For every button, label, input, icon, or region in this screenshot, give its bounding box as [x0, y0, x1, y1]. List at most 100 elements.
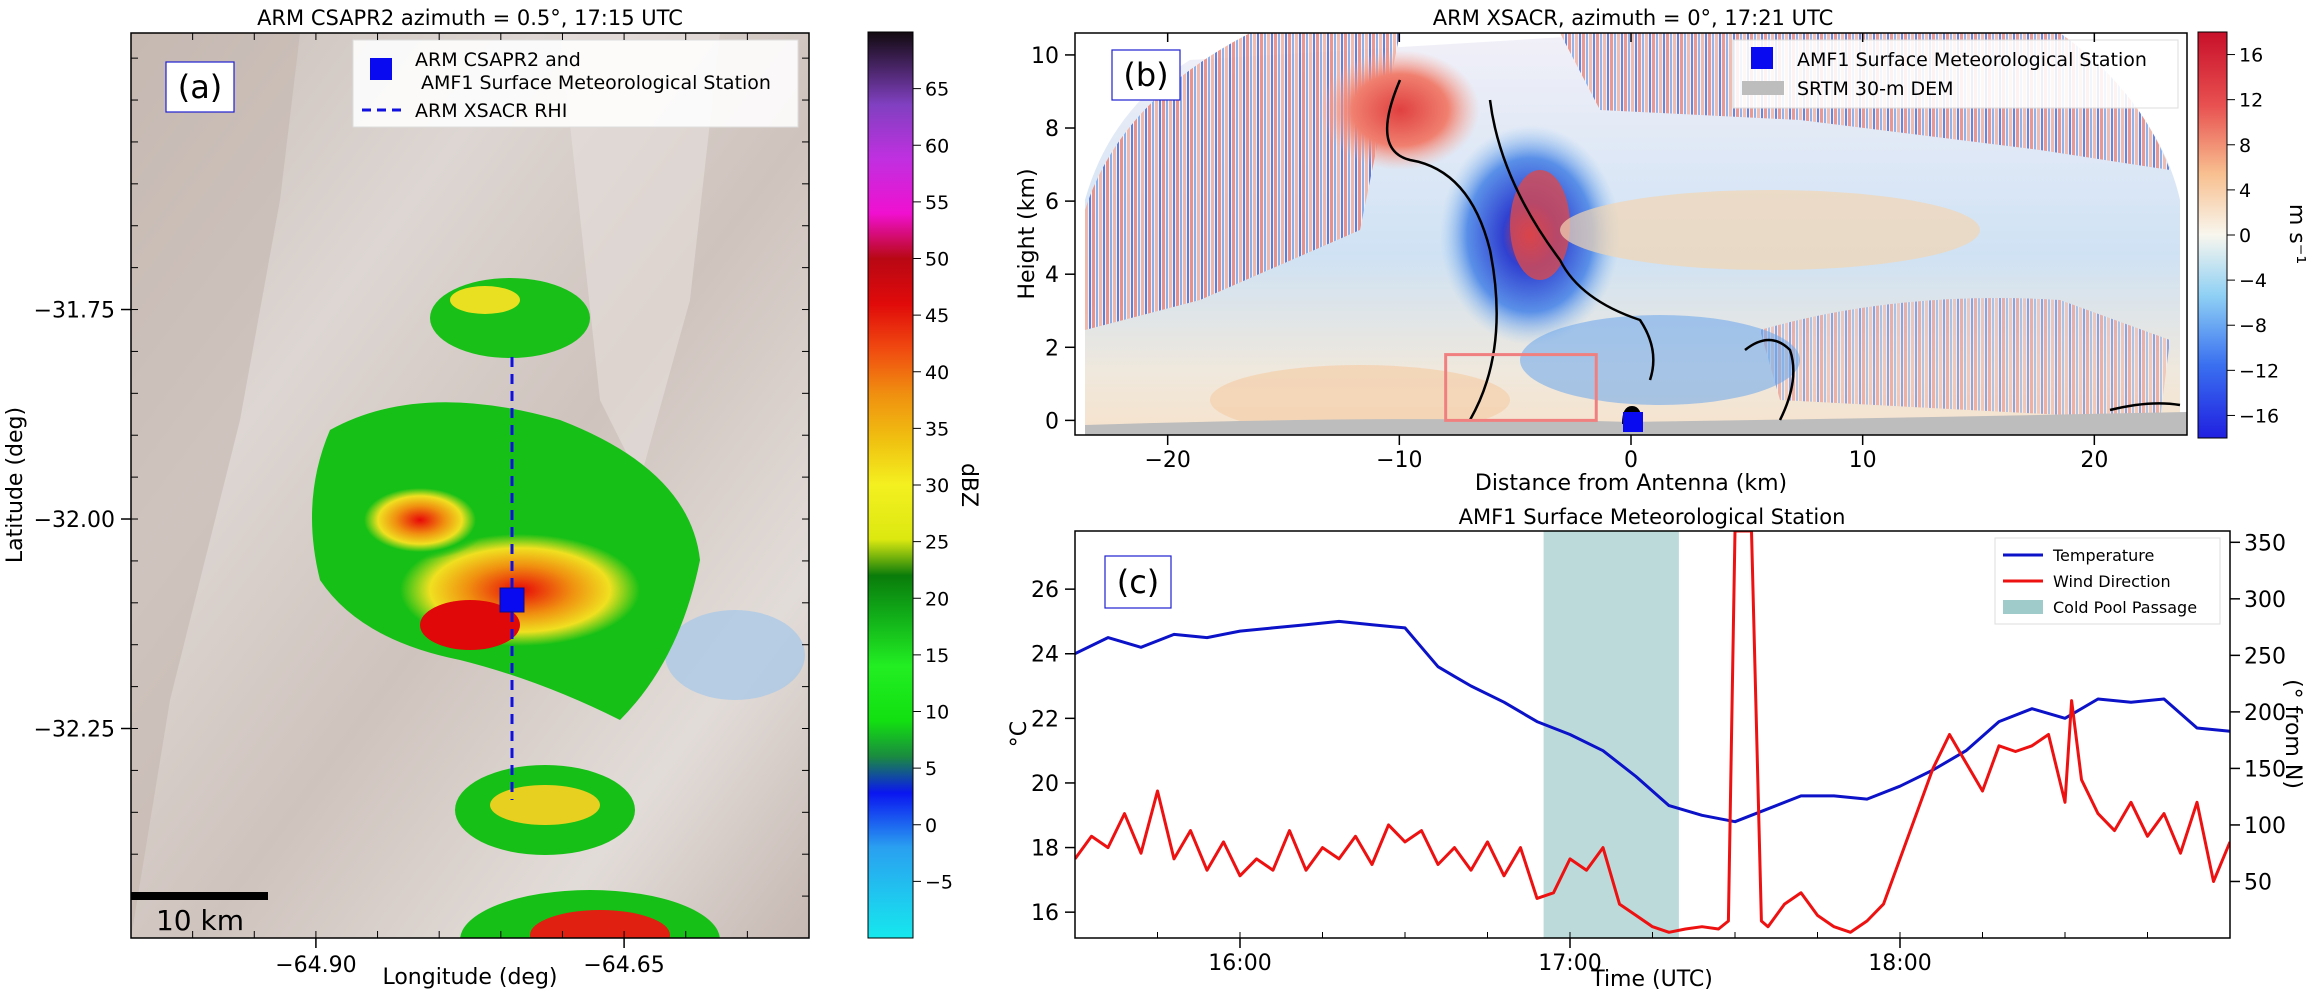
velocity-colorbar: 16 12 8 4 0 −4 −8 −12 −16 m s⁻¹	[2197, 31, 2309, 439]
velocity-colorbar-tick-label: 4	[2239, 180, 2251, 202]
legend-b-station-label: AMF1 Surface Meteorological Station	[1797, 49, 2147, 71]
panel-c-ytick-left-label: 18	[1031, 837, 1059, 862]
panel-b-ytick-label: 2	[1045, 336, 1059, 361]
velocity-colorbar-tick-label: −4	[2239, 270, 2267, 292]
panel-a-ytick-label: −31.75	[34, 299, 115, 324]
panel-b-axes: −20 −10 0 10 20 0 2 4 6 8 10	[1031, 33, 2108, 473]
legend-dem-label: SRTM 30-m DEM	[1797, 78, 1954, 100]
panel-b-xtick-label: 10	[1849, 448, 1877, 473]
panel-c-ytick-left-label: 20	[1031, 772, 1059, 797]
dbz-colorbar-tick-label: 0	[925, 815, 937, 837]
dbz-colorbar-tick-label: 20	[925, 588, 949, 610]
panel-c-xtick-label: 16:00	[1208, 951, 1271, 976]
dbz-colorbar-tick-label: 15	[925, 645, 949, 667]
panel-b-ytick-label: 6	[1045, 190, 1059, 215]
velocity-colorbar-tick-label: 0	[2239, 225, 2251, 247]
dbz-colorbar-tick-label: 25	[925, 532, 949, 554]
panel-c-ylabel-left: °C	[1007, 721, 1032, 747]
panel-c-ytick-left-label: 22	[1031, 707, 1059, 732]
legend-wind-label: Wind Direction	[2053, 572, 2171, 591]
panel-c-ytick-right-label: 100	[2244, 814, 2286, 839]
temperature-line	[1075, 619, 2230, 824]
dbz-colorbar-tick-label: −5	[925, 871, 953, 893]
panel-b-legend	[1732, 39, 2179, 109]
panel-c-label: (c)	[1117, 563, 1160, 601]
panel-a-xlabel: Longitude (deg)	[382, 965, 557, 990]
panel-b-label: (b)	[1123, 56, 1168, 94]
panel-c-ytick-right-label: 300	[2244, 588, 2286, 613]
velocity-colorbar-tick-label: 8	[2239, 135, 2251, 157]
wind-direction-line	[1075, 531, 2230, 934]
panel-c-xtick-label: 18:00	[1868, 951, 1931, 976]
panel-a-ytick-label: −32.25	[34, 718, 115, 743]
velocity-colorbar-tick-label: −8	[2239, 315, 2267, 337]
panel-a-axes: −64.90 −64.65 −31.75 −32.00 −32.25	[34, 33, 810, 978]
panel-a-legend	[352, 39, 799, 128]
panel-a-ytick-label: −32.00	[34, 508, 115, 533]
dbz-colorbar-tick-label: 35	[925, 418, 949, 440]
highlight-box	[1444, 353, 1598, 422]
panel-b-xtick-label: 0	[1624, 448, 1638, 473]
panel-b-xlabel: Distance from Antenna (km)	[1475, 471, 1787, 496]
panel-a-xtick-label: −64.65	[583, 953, 664, 978]
panel-c-xtick-label: 17:00	[1538, 951, 1601, 976]
panel-b-ylabel: Height (km)	[1015, 168, 1040, 299]
panel-b-title: ARM XSACR, azimuth = 0°, 17:21 UTC	[1433, 6, 1833, 30]
panel-a-label-box	[165, 61, 235, 113]
panel-a-title: ARM CSAPR2 azimuth = 0.5°, 17:15 UTC	[257, 6, 683, 30]
dbz-colorbar-tick-label: 40	[925, 362, 949, 384]
scale-bar-label: 10 km	[156, 904, 244, 937]
legend-coldpool-label: Cold Pool Passage	[2053, 598, 2197, 617]
velocity-colorbar-ramp	[2197, 31, 2228, 439]
panel-c-axes: 16:00 17:00 18:00 16 18 20 22 24 26 50 100 150 200 25…	[1031, 531, 2286, 976]
panel-c-ytick-right-label: 250	[2244, 644, 2286, 669]
velocity-colorbar-tick-label: −12	[2239, 360, 2279, 382]
legend-dem-swatch	[1742, 81, 1784, 95]
panel-c: AMF1 Surface Meteorological Station (c) …	[1007, 505, 2305, 992]
panel-b-xtick-label: 20	[2080, 448, 2108, 473]
panel-c-ytick-right-label: 150	[2244, 757, 2286, 782]
legend-station-label: ARM CSAPR2 and AMF1 Surface Meteorologic…	[415, 49, 771, 94]
station-marker	[499, 587, 525, 613]
dbz-colorbar-ramp	[867, 31, 914, 939]
dbz-colorbar-tick-label: 55	[925, 192, 949, 214]
panel-b-station-marker	[1623, 412, 1643, 432]
panel-b: ARM XSACR, azimuth = 0°, 17:21 UTC (b) A…	[1015, 6, 2188, 496]
panel-a-frame	[130, 32, 810, 939]
velocity-colorbar-ticks: 16 12 8 4 0 −4 −8 −12 −16	[2227, 45, 2279, 427]
dbz-colorbar-label: dBZ	[956, 463, 981, 507]
dbz-colorbar-tick-label: 50	[925, 249, 949, 271]
panel-c-ytick-right-label: 50	[2244, 870, 2272, 895]
dbz-colorbar-tick-label: 45	[925, 305, 949, 327]
dbz-colorbar-tick-label: 10	[925, 702, 949, 724]
panel-b-ytick-label: 0	[1045, 409, 1059, 434]
velocity-colorbar-tick-label: 12	[2239, 90, 2263, 112]
legend-b-station-swatch	[1751, 47, 1773, 69]
panel-c-ylabel-right: (° from N)	[2280, 679, 2305, 789]
panel-b-xtick-label: −20	[1144, 448, 1190, 473]
legend-temperature-label: Temperature	[2052, 546, 2154, 565]
scale-bar	[131, 892, 268, 900]
panel-a-label: (a)	[178, 68, 223, 106]
dbz-colorbar-tick-label: 65	[925, 79, 949, 101]
velocity-colorbar-tick-label: −16	[2239, 405, 2279, 427]
legend-coldpool-swatch	[2003, 600, 2043, 614]
velocity-colorbar-label: m s⁻¹	[2284, 204, 2309, 264]
panel-c-ytick-left-label: 16	[1031, 901, 1059, 926]
panel-c-ytick-left-label: 26	[1031, 578, 1059, 603]
dbz-colorbar-tick-label: 5	[925, 758, 937, 780]
velocity-colorbar-tick-label: 16	[2239, 45, 2263, 67]
reflectivity-map	[131, 33, 809, 938]
panel-c-ytick-right-label: 200	[2244, 701, 2286, 726]
panel-c-title: AMF1 Surface Meteorological Station	[1459, 505, 1846, 529]
legend-station-swatch	[370, 58, 392, 80]
panel-c-ytick-right-label: 350	[2244, 531, 2286, 556]
panel-b-ytick-label: 4	[1045, 263, 1059, 288]
panel-c-label-box	[1104, 555, 1172, 609]
panel-a-xtick-label: −64.90	[275, 953, 356, 978]
panel-b-label-box	[1111, 49, 1181, 101]
panel-b-ytick-label: 8	[1045, 117, 1059, 142]
panel-c-ytick-left-label: 24	[1031, 643, 1059, 668]
panel-c-xlabel: Time (UTC)	[1590, 967, 1713, 992]
